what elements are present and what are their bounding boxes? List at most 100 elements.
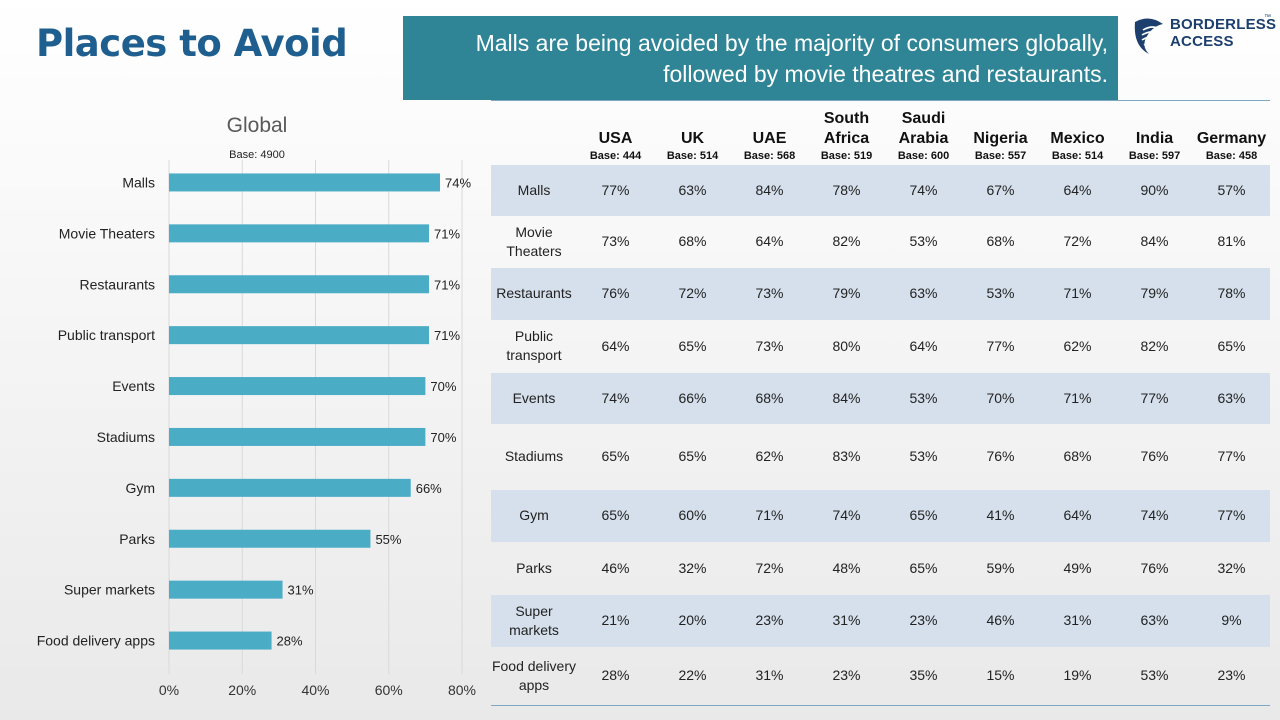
table-cell: 84% <box>808 372 885 424</box>
bar <box>169 275 430 294</box>
table-cell: 68% <box>731 372 808 424</box>
table-cell: 65% <box>885 489 962 542</box>
table-cell: 64% <box>755 233 784 249</box>
header-country: Mexico Base: 514 <box>1039 100 1116 165</box>
country-base: Base: 514 <box>666 149 719 162</box>
logo-trademark: ™ <box>1264 14 1271 21</box>
header-country: Germany Base: 458 <box>1193 100 1270 165</box>
table-body: Malls 77% 63% 84% 78% 74% 67% 64% 90% 57% Movie Th… <box>491 164 1270 706</box>
table-cell: 31% <box>808 594 885 647</box>
country-table-wrap: USA Base: 444 UK Base: 514 UAE Base: 568 South… <box>491 100 1270 706</box>
table-cell: 32% <box>1217 559 1246 576</box>
country-base: Base: 600 <box>897 149 950 162</box>
table-cell: 83% <box>832 448 861 464</box>
table-row: Food delivery apps 28% 22% 31% 23% 35% 15% 19% 5… <box>491 646 1270 706</box>
table-cell: 53% <box>962 267 1039 320</box>
table-row: Restaurants 76% 72% 73% 79% 63% 53% 71% 79% 78% <box>491 267 1270 320</box>
country-base: Base: 519 <box>820 149 873 162</box>
country-name: UK <box>680 129 705 147</box>
header-country: India Base: 597 <box>1116 100 1193 165</box>
category-label: Stadiums <box>97 429 155 445</box>
category-label: Super markets <box>64 582 155 598</box>
table-cell: 70% <box>962 372 1039 424</box>
table-cell: 76% <box>577 267 654 320</box>
header-country: Nigeria Base: 557 <box>962 100 1039 165</box>
country-base: Base: 557 <box>974 149 1027 162</box>
header-country: UAE Base: 568 <box>731 100 808 165</box>
row-label: Movie Theaters <box>506 223 562 259</box>
table-cell: 90% <box>1116 164 1193 216</box>
table-cell: 82% <box>832 233 861 249</box>
table-cell: 68% <box>678 233 707 249</box>
table-cell: 74% <box>808 489 885 542</box>
table-cell: 64% <box>1039 164 1116 216</box>
table-cell: 20% <box>654 594 731 647</box>
header-country: UK Base: 514 <box>654 100 731 165</box>
logo-mark-icon <box>1134 18 1163 55</box>
chart-base: Base: 4900 <box>229 149 285 161</box>
table-cell: 79% <box>808 267 885 320</box>
data-label: 31% <box>288 583 314 598</box>
data-label: 71% <box>434 328 460 343</box>
category-label: Restaurants <box>80 276 155 292</box>
category-label: Malls <box>122 174 155 190</box>
bar <box>169 631 272 650</box>
category-label: Gym <box>125 480 155 496</box>
table-cell: 73% <box>731 267 808 320</box>
table-cell: 71% <box>1039 267 1116 320</box>
table-row: Events 74% 66% 68% 84% 53% 70% 71% 77% 63% <box>491 372 1270 424</box>
table-cell: 84% <box>731 164 808 216</box>
category-label: Events <box>112 378 155 394</box>
logo-line-2: ACCESS <box>1170 33 1234 50</box>
header-country: South Africa Base: 519 <box>808 100 885 165</box>
headline-line-1: Malls are being avoided by the majority … <box>475 30 1108 56</box>
bar <box>169 580 283 599</box>
table-cell: 28% <box>577 646 654 706</box>
table-cell: 9% <box>1193 594 1270 647</box>
table-cell: 79% <box>1116 267 1193 320</box>
table-cell: 31% <box>731 646 808 706</box>
bar <box>169 529 371 548</box>
row-label: Super markets <box>491 594 577 647</box>
data-label: 74% <box>445 175 471 190</box>
table-cell: 71% <box>731 489 808 542</box>
table-cell: 59% <box>986 559 1015 576</box>
row-label: Events <box>491 372 577 424</box>
table-cell: 77% <box>1217 448 1246 464</box>
x-tick-label: 40% <box>301 682 329 698</box>
table-row: Public transport 64% 65% 73% 80% 64% 77% 62% 82%… <box>491 320 1270 373</box>
table-cell: 64% <box>601 337 630 354</box>
table-cell: 49% <box>1063 559 1092 576</box>
row-label: Malls <box>491 164 577 216</box>
table-cell: 65% <box>678 337 707 354</box>
x-tick-label: 60% <box>375 682 403 698</box>
table-cell: 46% <box>962 594 1039 647</box>
table-cell: 23% <box>1193 646 1270 706</box>
table-cell: 78% <box>808 164 885 216</box>
table-cell: 72% <box>755 559 784 576</box>
table-cell: 23% <box>885 594 962 647</box>
table-row: Gym 65% 60% 71% 74% 65% 41% 64% 74% 77% <box>491 489 1270 542</box>
logo-line-1: BORDERLESS <box>1170 16 1277 33</box>
category-label: Food delivery apps <box>37 633 155 649</box>
table-cell: 64% <box>1039 489 1116 542</box>
bar <box>169 173 441 192</box>
borderless-access-logo: BORDERLESS ACCESS ™ <box>1131 14 1276 58</box>
table-cell: 53% <box>909 448 938 464</box>
header-empty <box>491 100 577 165</box>
table-cell: 65% <box>601 448 630 464</box>
data-label: 55% <box>375 532 401 547</box>
table-cell: 76% <box>986 448 1015 464</box>
table-cell: 65% <box>1217 337 1246 354</box>
table-cell: 74% <box>577 372 654 424</box>
country-name: Germany <box>1196 129 1267 147</box>
country-base: Base: 458 <box>1205 149 1258 162</box>
table-cell: 67% <box>962 164 1039 216</box>
bar <box>169 224 430 243</box>
country-table: USA Base: 444 UK Base: 514 UAE Base: 568 South… <box>491 100 1270 706</box>
table-cell: 81% <box>1217 233 1246 249</box>
x-tick-label: 0% <box>159 682 179 698</box>
country-base: Base: 444 <box>589 149 642 162</box>
country-base: Base: 568 <box>743 149 796 162</box>
table-row: Malls 77% 63% 84% 78% 74% 67% 64% 90% 57% <box>491 164 1270 216</box>
